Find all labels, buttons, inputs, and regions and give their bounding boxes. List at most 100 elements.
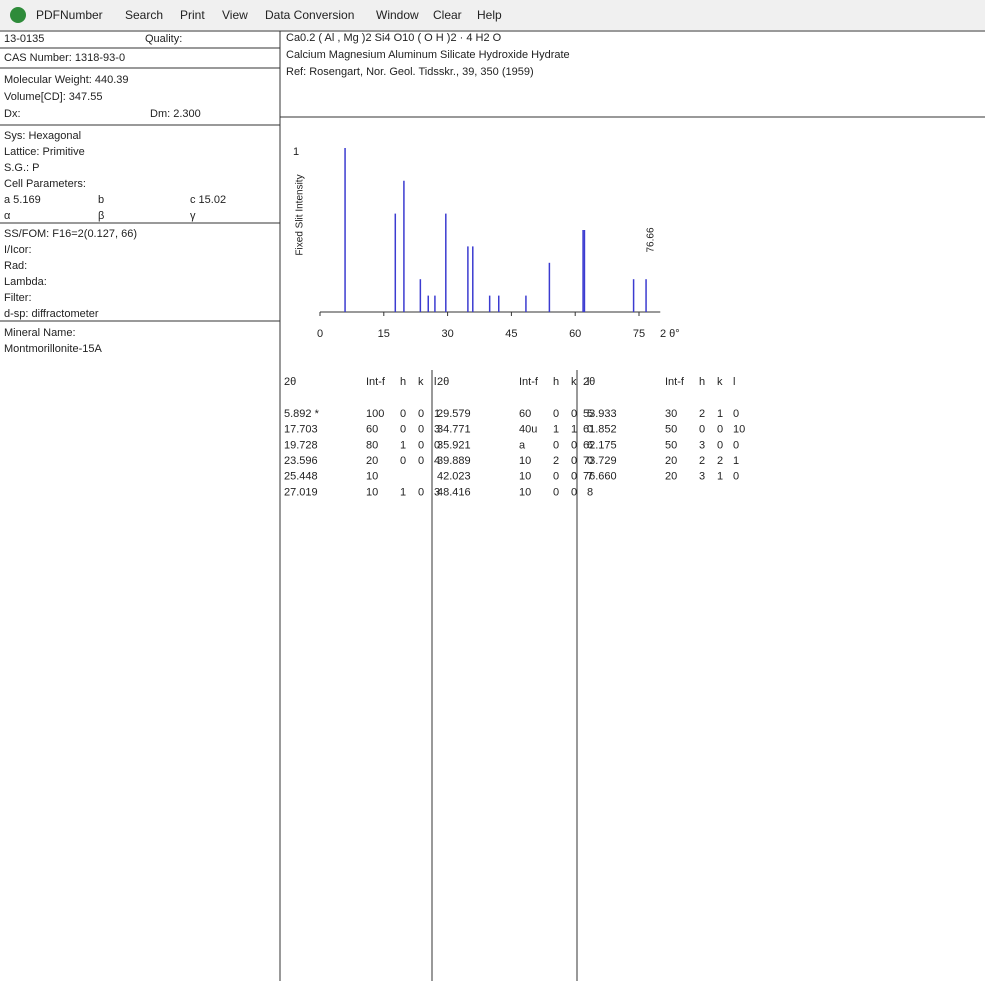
cell-gamma: γ	[190, 210, 196, 222]
table-cell: 100	[366, 408, 384, 420]
x-tick-label: 15	[378, 328, 390, 340]
menu-item[interactable]: Search	[125, 8, 163, 22]
table-cell: 1	[571, 424, 577, 436]
table-cell: 23.596	[284, 455, 318, 467]
table-cell: 2	[553, 455, 559, 467]
screen: 13-0135 Quality: CAS Number: 1318-93-0 M…	[0, 0, 985, 981]
table-cell: 1	[717, 471, 723, 483]
menu-item[interactable]: Clear	[433, 8, 462, 22]
table-cell: 27.019	[284, 486, 318, 498]
table-cell: 80	[366, 439, 378, 451]
cell-params: Cell Parameters:	[4, 178, 86, 190]
card-number: 13-0135	[4, 33, 44, 45]
reference: Ref: Rosengart, Nor. Geol. Tidsskr., 39,…	[286, 66, 534, 78]
menu-item[interactable]: PDFNumber	[36, 8, 103, 22]
menu-item[interactable]: View	[222, 8, 248, 22]
table-cell: 0	[400, 408, 406, 420]
table-cell: 10	[366, 471, 378, 483]
table-cell: 0	[553, 486, 559, 498]
table-cell: 1	[553, 424, 559, 436]
body: 13-0135 Quality: CAS Number: 1318-93-0 M…	[0, 0, 985, 981]
table-cell: 20	[665, 471, 677, 483]
table-cell: 30	[665, 408, 677, 420]
table-cell: 62.175	[583, 439, 617, 451]
space-group: S.G.: P	[4, 162, 39, 174]
filter: Filter:	[4, 292, 32, 304]
rad: Rad:	[4, 260, 27, 272]
table-cell: 20	[665, 455, 677, 467]
table-cell: 3	[699, 439, 705, 451]
table-cell: 0	[699, 424, 705, 436]
table-cell: 76.660	[583, 471, 617, 483]
table-header: Int-f	[665, 376, 685, 388]
table-cell: 1	[733, 455, 739, 467]
d-sp: d-sp: diffractometer	[4, 308, 99, 320]
table-cell: 0	[418, 439, 424, 451]
table-header: k	[418, 376, 424, 388]
cell-a: a 5.169	[4, 194, 41, 206]
table-cell: 0	[717, 439, 723, 451]
table-cell: 0	[400, 424, 406, 436]
table-cell: 10	[733, 424, 745, 436]
table-cell: 50	[665, 439, 677, 451]
icor: I/Icor:	[4, 244, 32, 256]
lambda: Lambda:	[4, 276, 47, 288]
table-header: h	[699, 376, 705, 388]
menu-item[interactable]: Window	[376, 8, 419, 22]
table-cell: 0	[418, 424, 424, 436]
table-cell: 0	[418, 486, 424, 498]
table-header: 2θ	[284, 376, 296, 388]
formula: Ca0.2 ( Al , Mg )2 Si4 O10 ( O H )2 · 4 …	[286, 32, 502, 44]
sys: Sys: Hexagonal	[4, 130, 81, 142]
table-cell: 73.729	[583, 455, 617, 467]
mineral-label: Mineral Name:	[4, 327, 76, 339]
x-tick-label: 60	[569, 328, 581, 340]
table-cell: 10	[519, 455, 531, 467]
table-cell: 0	[717, 424, 723, 436]
table-cell: 0	[733, 471, 739, 483]
table-header: k	[717, 376, 723, 388]
table-cell: 0	[418, 455, 424, 467]
x-tick-label: 75	[633, 328, 645, 340]
dm: Dm: 2.300	[150, 108, 201, 120]
mol-weight: Molecular Weight: 440.39	[4, 74, 129, 86]
x-tick-label: 30	[441, 328, 453, 340]
table-header: h	[553, 376, 559, 388]
peak-label: 76.66	[646, 227, 657, 252]
x-tick-label: 0	[317, 328, 323, 340]
x-tick-label: 45	[505, 328, 517, 340]
table-cell: 20	[366, 455, 378, 467]
menu-item[interactable]: Help	[477, 8, 502, 22]
table-cell: 0	[553, 408, 559, 420]
table-cell: 0	[400, 455, 406, 467]
cell-b: b	[98, 194, 104, 206]
cas: CAS Number: 1318-93-0	[4, 52, 125, 64]
table-header: 2θ	[583, 376, 595, 388]
table-cell: 3	[699, 471, 705, 483]
table-cell: 0	[571, 439, 577, 451]
table-cell: 10	[366, 486, 378, 498]
table-cell: 35.921	[437, 439, 471, 451]
table-cell: 42.023	[437, 471, 471, 483]
table-cell: 48.416	[437, 486, 471, 498]
quality: Quality:	[145, 33, 182, 45]
table-cell: 1	[400, 486, 406, 498]
cell-beta: β	[98, 210, 104, 222]
menu-item[interactable]: Data Conversion	[265, 8, 354, 22]
table-cell: 60	[519, 408, 531, 420]
table-cell: 0	[733, 408, 739, 420]
table-cell: 0	[571, 455, 577, 467]
table-cell: 8	[587, 486, 593, 498]
dx: Dx:	[4, 108, 21, 120]
table-header: l	[733, 376, 735, 388]
table-cell: 17.703	[284, 424, 318, 436]
table-cell: 0	[571, 408, 577, 420]
table-header: Int-f	[519, 376, 539, 388]
table-cell: 19.728	[284, 439, 318, 451]
menu-item[interactable]: Print	[180, 8, 205, 22]
table-cell: 0	[553, 471, 559, 483]
table-cell: 0	[733, 439, 739, 451]
table-header: 2θ	[437, 376, 449, 388]
table-cell: 1	[400, 439, 406, 451]
table-cell: a	[519, 439, 526, 451]
